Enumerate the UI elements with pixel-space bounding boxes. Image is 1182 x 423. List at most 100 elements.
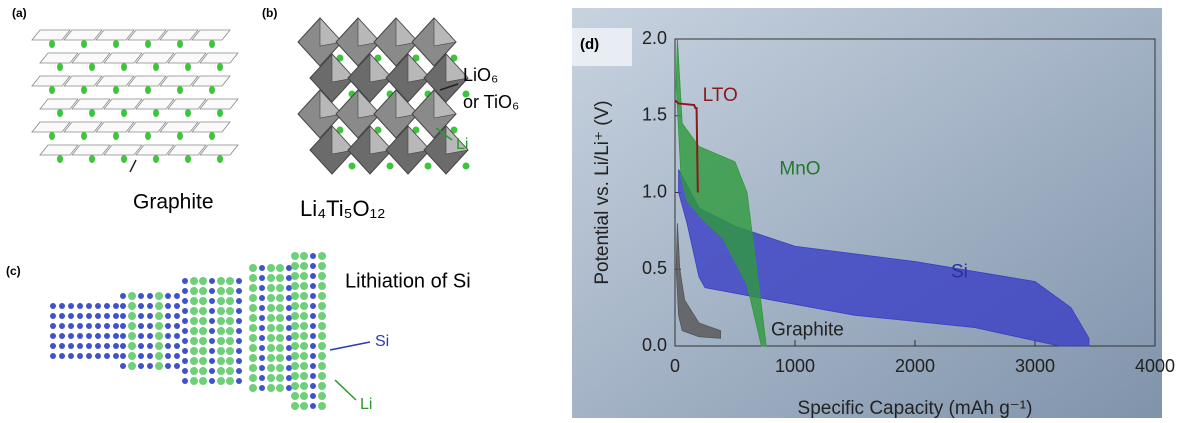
atom	[259, 315, 265, 321]
atom	[86, 313, 92, 319]
atom	[95, 303, 101, 309]
series-label: LTO	[703, 85, 738, 106]
li-atom	[57, 63, 63, 71]
li-atom	[462, 90, 470, 98]
atom	[190, 287, 198, 295]
atom	[147, 343, 153, 349]
atom	[50, 303, 56, 309]
atom	[217, 277, 225, 285]
atom	[155, 362, 163, 370]
panel-title: Lithiation of Si	[345, 270, 471, 292]
atom	[77, 333, 83, 339]
atom	[120, 363, 126, 369]
graphene-sheet	[127, 121, 167, 133]
li-atom	[374, 126, 382, 134]
atom	[199, 307, 207, 315]
atom	[59, 333, 65, 339]
atom	[174, 333, 180, 339]
atom	[104, 303, 110, 309]
octahedron-face	[445, 53, 469, 83]
atom	[226, 367, 234, 375]
atom	[291, 352, 299, 360]
li-atom	[49, 40, 55, 48]
atom	[249, 304, 257, 312]
atom	[249, 324, 257, 332]
atom	[209, 308, 215, 314]
panel-label: (a)	[12, 6, 27, 20]
atom	[310, 333, 316, 339]
atom	[291, 252, 299, 260]
graphene-sheet	[191, 29, 231, 41]
series-area	[678, 169, 1090, 347]
atom	[77, 303, 83, 309]
arrow	[329, 341, 371, 351]
atom	[286, 345, 292, 351]
atom	[174, 323, 180, 329]
li-atom	[386, 162, 394, 170]
atom	[190, 357, 198, 365]
atom	[120, 333, 126, 339]
atom	[147, 323, 153, 329]
atom	[138, 343, 144, 349]
atom	[300, 282, 308, 290]
atom	[165, 333, 171, 339]
li-atom	[145, 86, 151, 94]
atom	[59, 323, 65, 329]
y-tick-label: 1.0	[642, 181, 667, 201]
atom	[138, 323, 144, 329]
li-atom	[450, 54, 458, 62]
li-atom	[57, 155, 63, 163]
atom	[165, 343, 171, 349]
atom	[147, 363, 153, 369]
octahedron-face	[369, 125, 393, 155]
atom	[249, 364, 257, 372]
atom	[300, 292, 308, 300]
atom	[95, 313, 101, 319]
octahedron-face	[433, 89, 457, 119]
atom	[182, 338, 188, 344]
atom	[286, 365, 292, 371]
atom	[249, 384, 257, 392]
atom	[68, 343, 74, 349]
atom	[300, 322, 308, 330]
atom	[310, 323, 316, 329]
atom	[138, 333, 144, 339]
graphene-sheet	[167, 98, 207, 110]
atom	[199, 337, 207, 345]
atom	[236, 378, 242, 384]
atom	[310, 383, 316, 389]
atom	[236, 348, 242, 354]
atom	[199, 317, 207, 325]
atom	[217, 337, 225, 345]
graphene-sheet	[167, 52, 207, 64]
atom	[300, 402, 308, 410]
y-tick-label: 0.5	[642, 258, 667, 278]
octahedron-face	[357, 89, 381, 119]
atom	[104, 323, 110, 329]
atom	[249, 294, 257, 302]
atom	[147, 313, 153, 319]
atom	[267, 294, 275, 302]
atom	[155, 312, 163, 320]
atom	[217, 327, 225, 335]
graphene-sheet	[199, 52, 239, 64]
atom	[318, 352, 326, 360]
atom	[249, 334, 257, 342]
panel-background	[572, 8, 1162, 418]
atom	[217, 317, 225, 325]
atom	[190, 277, 198, 285]
atom	[190, 327, 198, 335]
atom	[217, 347, 225, 355]
atom	[182, 378, 188, 384]
li-atom	[145, 132, 151, 140]
octahedron-face	[369, 53, 393, 83]
li-atom	[89, 155, 95, 163]
li-atom	[217, 63, 223, 71]
li-atom	[209, 86, 215, 94]
li-atom	[185, 63, 191, 71]
atom	[226, 307, 234, 315]
atom	[174, 303, 180, 309]
si-label: Si	[375, 333, 389, 350]
li-label: Li	[456, 136, 468, 153]
atom	[310, 293, 316, 299]
